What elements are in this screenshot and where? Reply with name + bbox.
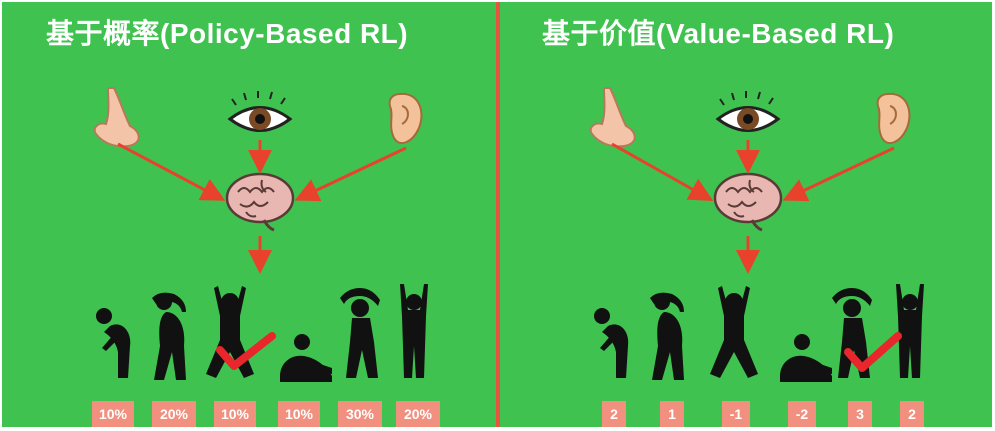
policy-based-panel: 基于概率(Policy-Based RL) — [2, 2, 496, 427]
arrows — [117, 140, 407, 274]
person-pose-icon — [896, 284, 924, 378]
nose-to-brain-arrow — [611, 142, 714, 201]
action-figures — [96, 284, 428, 382]
action-probability-label: 10% — [278, 401, 320, 427]
checkmark-icon — [844, 332, 902, 372]
panel-title: 基于价值(Value-Based RL) — [542, 18, 895, 49]
person-pose-icon — [280, 334, 332, 382]
nose-to-brain-arrow — [117, 142, 226, 201]
nose-icon — [589, 87, 636, 148]
person-pose-icon — [594, 308, 629, 378]
person-pose-icon — [400, 284, 428, 378]
person-pose-icon — [96, 308, 131, 378]
action-value-label: 3 — [848, 401, 872, 427]
checkmark-icon — [216, 332, 276, 370]
arrows — [611, 140, 895, 274]
person-pose-icon — [650, 292, 684, 380]
nose-icon — [93, 87, 140, 148]
brain-icon — [713, 172, 783, 232]
ear-icon — [388, 92, 423, 145]
action-probability-label: 20% — [152, 401, 196, 427]
person-pose-icon — [152, 292, 186, 380]
ear-to-brain-arrow — [782, 146, 895, 202]
action-probability-label: 30% — [338, 401, 382, 427]
policy-diagram — [93, 87, 428, 382]
ear-icon — [876, 92, 911, 145]
action-probability-label: 10% — [92, 401, 134, 427]
action-probability-label: 20% — [396, 401, 440, 427]
person-pose-icon — [340, 288, 380, 378]
person-pose-icon — [710, 286, 758, 378]
panel-title: 基于概率(Policy-Based RL) — [46, 18, 409, 49]
action-value-label: 1 — [660, 401, 684, 427]
value-based-panel: 基于价值(Value-Based RL) — [500, 2, 992, 427]
panel-divider — [496, 2, 500, 427]
brain-icon — [225, 172, 295, 232]
eye-icon — [715, 91, 781, 132]
eye-icon — [227, 91, 293, 132]
action-value-label: 2 — [602, 401, 626, 427]
action-probability-label: 10% — [214, 401, 256, 427]
action-value-label: -2 — [788, 401, 816, 427]
person-pose-icon — [780, 334, 832, 382]
action-value-label: 2 — [900, 401, 924, 427]
ear-to-brain-arrow — [294, 146, 407, 202]
action-value-label: -1 — [722, 401, 750, 427]
value-diagram — [589, 87, 924, 382]
action-figures — [594, 284, 924, 382]
